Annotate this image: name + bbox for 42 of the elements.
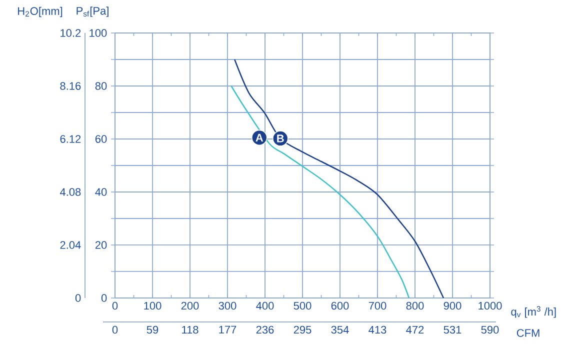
x-tick-label: 800 (406, 302, 424, 310)
x2-axis-title: CFM (516, 329, 540, 337)
x2-tick-label: 354 (331, 326, 349, 334)
y2-tick-label: 0 (75, 294, 81, 302)
y2-tick-label: 10.2 (60, 29, 81, 37)
y-axis-title: P$_{sf}$[Pa] (76, 6, 108, 17)
x2-tick-label: 590 (481, 326, 499, 334)
y2-tick-label: 8.16 (60, 82, 81, 90)
x2-tick-label: 295 (294, 326, 312, 334)
annotation: B (277, 134, 284, 142)
x-tick-label: 500 (294, 302, 312, 310)
x-tick-label: 200 (181, 302, 199, 310)
x2-tick-label: 472 (406, 326, 424, 334)
y2-tick-label: 2.04 (60, 241, 81, 249)
y2-axis-title: H$_{2}$O[mm] (18, 6, 62, 18)
x2-tick-label: 177 (219, 326, 236, 334)
annotation: A (256, 134, 264, 142)
x2-tick-label: 0 (112, 326, 118, 334)
y-tick-label: 80 (95, 82, 107, 90)
x-tick-label: 0 (112, 302, 118, 310)
y-tick-label: 100 (90, 29, 107, 37)
x-tick-label: 900 (444, 302, 462, 310)
x-tick-label: 400 (256, 302, 274, 310)
x-tick-label: 100 (144, 302, 162, 310)
x-tick-label: 1000 (478, 302, 502, 310)
x2-tick-label: 59 (146, 326, 158, 334)
x-axis-title: q$_{v}$ [m$^{3}$ /h] (511, 306, 556, 318)
y-tick-label: 40 (95, 188, 107, 196)
y-tick-label: 20 (95, 241, 107, 249)
y-tick-label: 60 (95, 135, 107, 143)
line-series (234, 58, 444, 299)
x2-tick-label: 118 (182, 326, 198, 334)
x2-tick-label: 236 (256, 326, 274, 334)
y2-tick-label: 4.08 (60, 188, 81, 196)
x2-tick-label: 413 (368, 326, 386, 334)
x-tick-label: 300 (218, 302, 236, 310)
x-tick-label: 600 (331, 302, 349, 310)
x-tick-label: 700 (368, 302, 386, 310)
y-tick-label: 0 (101, 294, 107, 302)
x2-tick-label: 531 (444, 326, 462, 334)
line-series (230, 85, 410, 299)
y2-tick-label: 6.12 (60, 135, 81, 143)
